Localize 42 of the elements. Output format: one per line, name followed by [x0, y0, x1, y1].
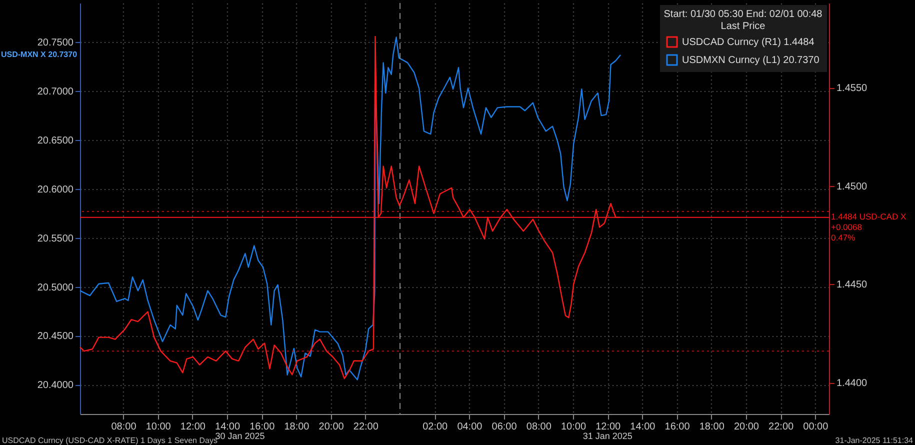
text: USDCAD Curncy (USD-CAD X-RATE) 1 Days 1 Seven Days [2, 436, 218, 445]
x-tick-label: 10:00 [560, 422, 586, 432]
x-tick-label: 08:00 [526, 422, 552, 432]
ref-line-label: 1.4484 USD-CAD X +0.0068 0.47% [831, 211, 906, 242]
y2-tick-label: 1.4550 [836, 83, 868, 94]
x-tick-label: 08:00 [111, 422, 137, 432]
legend-title: Last Price [720, 21, 766, 32]
y-tick-label: 20.5000 [37, 282, 74, 294]
legend-label: USDMXN Curncy (L1) 20.7370 [682, 55, 820, 66]
x-tick-label: 22:00 [353, 422, 379, 432]
x-tick-label: 02:00 [422, 422, 448, 432]
x-tick-label: 16:00 [664, 422, 690, 432]
annotation: Start: 01/30 05:30 End: 02/01 00:48 [664, 9, 823, 20]
y-tick-label: 20.4000 [37, 380, 74, 392]
x-tick-label: 10:00 [146, 422, 172, 432]
text: USD-MXN X 20.7370 [1, 50, 78, 59]
x-tick-label: 06:00 [492, 422, 518, 432]
y2-tick-label: 1.4400 [836, 378, 868, 390]
legend-label: USDCAD Curncy (R1) 1.4484 [682, 37, 815, 48]
y-tick-label: 20.4500 [37, 331, 74, 342]
x-tick-label: 18:00 [284, 422, 310, 432]
y-tick-label: 20.6000 [37, 184, 74, 196]
y-tick-label: 20.7500 [37, 38, 74, 49]
x-tick-label: 14:00 [630, 422, 656, 432]
x-tick-label: 12:00 [596, 422, 622, 432]
x-tick-label: 20:00 [318, 422, 344, 432]
x-tick-label: 14:00 [215, 422, 240, 432]
x-tick-label: 16:00 [250, 422, 276, 432]
y2-tick-label: 1.4450 [836, 280, 868, 291]
y-tick-label: 20.7000 [37, 86, 74, 98]
x-tick-label: 12:00 [180, 422, 206, 432]
y2-tick-label: 1.4500 [836, 181, 868, 192]
y-tick-label: 20.5500 [37, 233, 74, 244]
y-tick-label: 20.6500 [37, 136, 74, 146]
x-tick-label: 20:00 [734, 422, 760, 432]
x-tick-label: 22:00 [768, 422, 794, 432]
text: 31-Jan-2025 11:51:34 [835, 436, 914, 445]
text: 30 Jan 2025 [215, 431, 265, 441]
x-tick-label: 00:00 [803, 422, 829, 432]
x-tick-label: 04:00 [457, 422, 483, 432]
x-tick-label: 18:00 [699, 422, 725, 432]
text: 31 Jan 2025 [582, 431, 632, 441]
